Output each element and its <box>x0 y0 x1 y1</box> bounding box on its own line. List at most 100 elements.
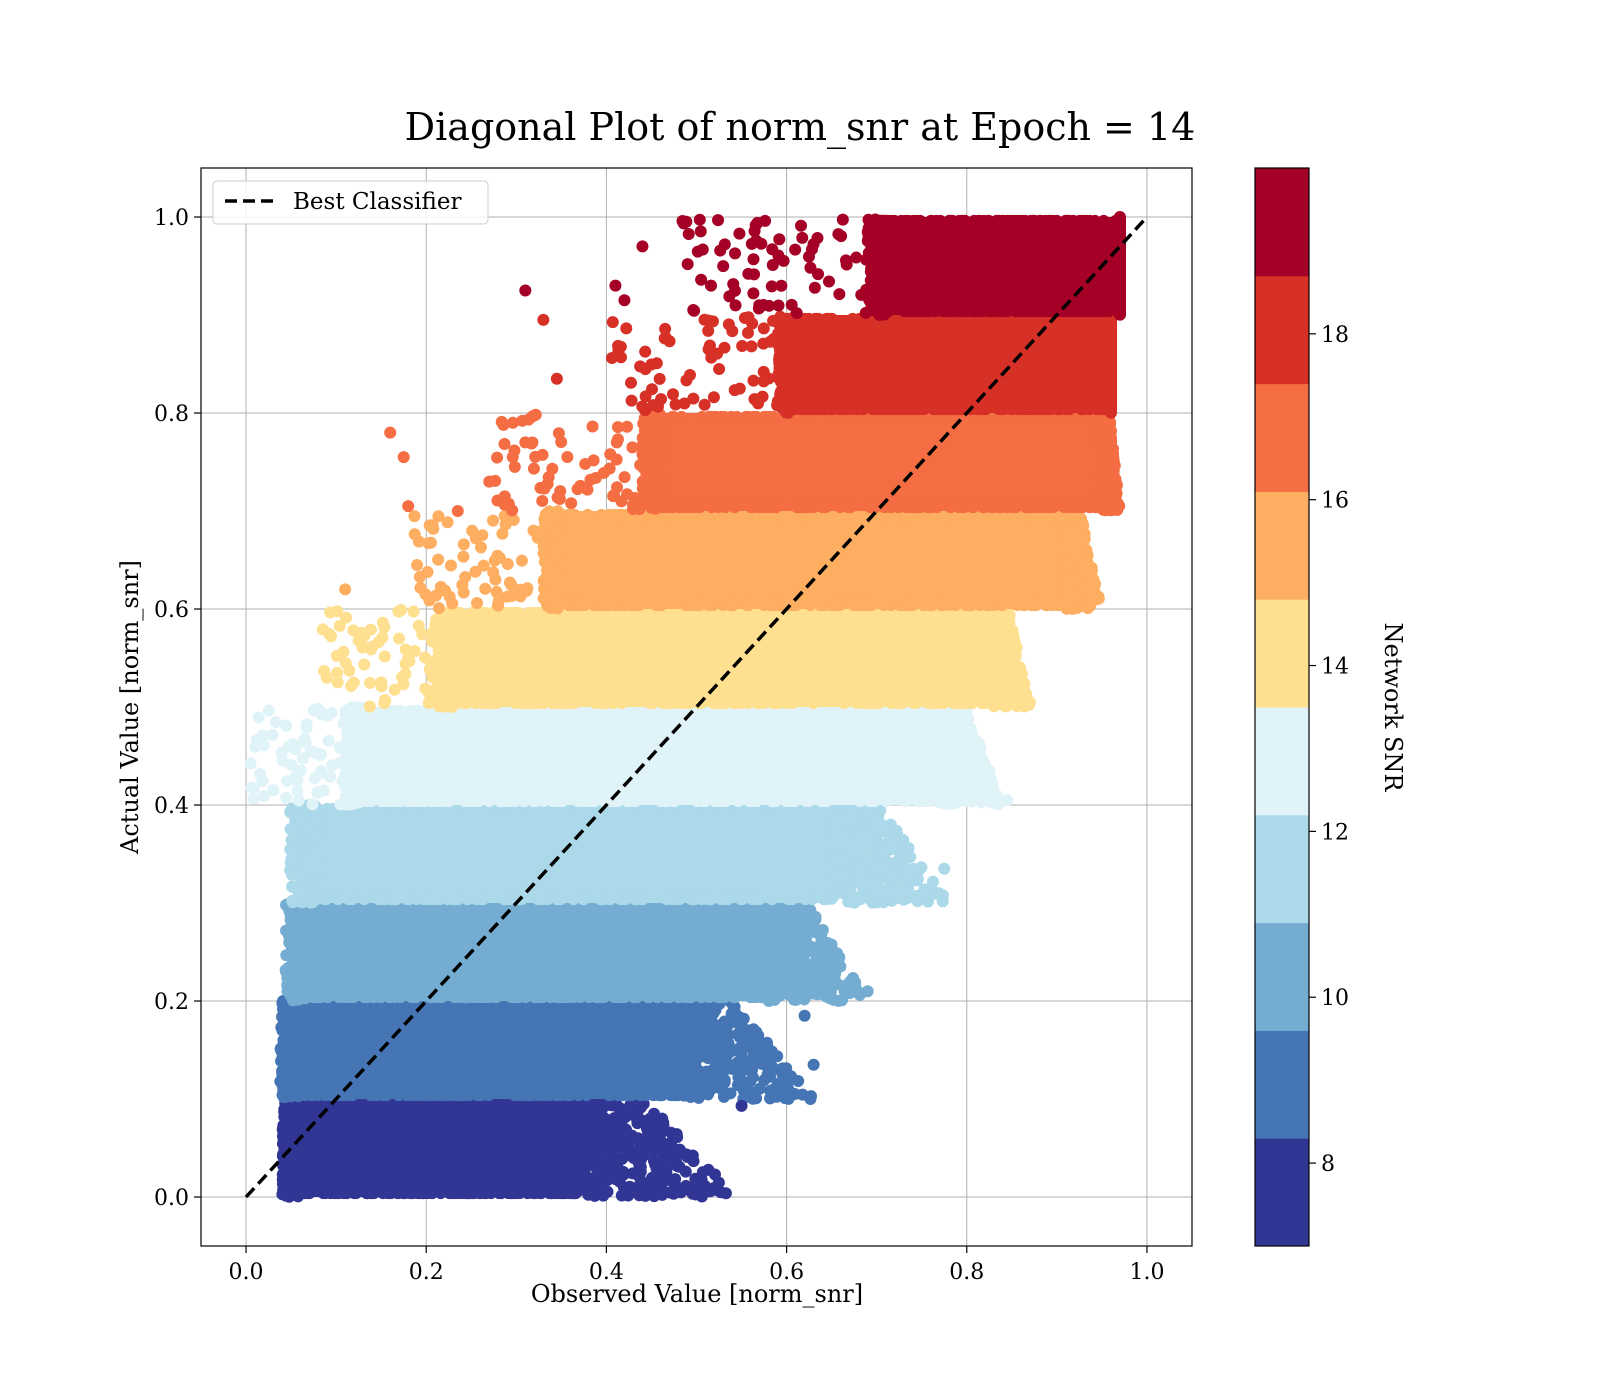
scatter-point <box>596 893 609 906</box>
scatter-point <box>673 991 686 1004</box>
scatter-point <box>732 795 745 808</box>
scatter-point <box>799 991 812 1004</box>
scatter-point <box>342 893 355 906</box>
scatter-point <box>844 805 857 818</box>
scatter-point <box>416 628 429 641</box>
scatter-point <box>501 795 514 808</box>
scatter-point <box>833 872 846 885</box>
scatter-point <box>953 760 966 773</box>
scatter-point <box>670 1128 683 1141</box>
scatter-point <box>627 991 640 1004</box>
scatter-point <box>718 795 731 808</box>
scatter-point <box>311 991 324 1004</box>
scatter-point <box>989 661 1002 674</box>
scatter-point <box>966 697 979 710</box>
scatter-points <box>244 211 1126 1203</box>
scatter-point <box>393 632 406 645</box>
scatter-point <box>712 1176 725 1189</box>
scatter-point <box>506 1187 519 1200</box>
scatter-point <box>529 991 542 1004</box>
scatter-point <box>435 991 448 1004</box>
scatter-point <box>800 795 813 808</box>
scatter-point <box>402 893 415 906</box>
scatter-band-7 <box>408 505 1105 615</box>
scatter-point <box>278 1061 291 1074</box>
scatter-point <box>573 1177 586 1190</box>
scatter-point <box>416 1187 429 1200</box>
scatter-point <box>294 764 307 777</box>
scatter-point <box>773 990 786 1003</box>
scatter-point <box>281 775 294 788</box>
scatter-point <box>513 991 526 1004</box>
scatter-point <box>880 795 893 808</box>
scatter-point <box>823 992 836 1005</box>
scatter-point <box>447 893 460 906</box>
scatter-point <box>376 1187 389 1200</box>
scatter-point <box>712 1037 725 1050</box>
scatter-point <box>603 1089 616 1102</box>
scatter-point <box>719 1015 732 1028</box>
scatter-point <box>281 1038 294 1051</box>
scatter-point <box>804 1090 817 1103</box>
scatter-point <box>396 671 409 684</box>
scatter-point <box>921 795 934 808</box>
scatter-point <box>786 795 799 808</box>
scatter-point <box>392 605 405 618</box>
scatter-point <box>692 1091 705 1104</box>
scatter-point <box>689 1024 702 1037</box>
scatter-point <box>692 1045 705 1058</box>
scatter-point <box>994 639 1007 652</box>
scatter-point <box>1010 700 1023 713</box>
scatter-point <box>527 1187 540 1200</box>
scatter-band-1 <box>276 1093 732 1203</box>
scatter-point <box>423 893 436 906</box>
scatter-point <box>539 1089 552 1102</box>
scatter-point <box>493 1187 506 1200</box>
scatter-point <box>354 795 367 808</box>
scatter-point <box>684 1151 697 1164</box>
scatter-point <box>938 758 951 771</box>
scatter-point <box>312 786 325 799</box>
scatter-point <box>949 697 962 710</box>
scatter-point <box>347 991 360 1004</box>
scatter-point <box>280 1122 293 1135</box>
scatter-point <box>699 1016 712 1029</box>
scatter-point <box>589 991 602 1004</box>
scatter-point <box>618 893 631 906</box>
scatter-point <box>746 1054 759 1067</box>
scatter-point <box>890 876 903 889</box>
scatter-point <box>802 918 815 931</box>
scatter-point <box>592 1171 605 1184</box>
scatter-point <box>256 774 269 787</box>
scatter-point <box>379 1089 392 1102</box>
scatter-point <box>555 795 568 808</box>
scatter-point <box>586 1184 599 1197</box>
scatter-point <box>281 967 294 980</box>
scatter-point <box>321 709 334 722</box>
scatter-point <box>573 1168 586 1181</box>
scatter-point <box>426 626 439 639</box>
scatter-point <box>683 1070 696 1083</box>
scatter-point <box>315 766 328 779</box>
scatter-point <box>527 606 540 619</box>
scatter-point <box>262 704 275 717</box>
scatter-point <box>773 697 786 710</box>
scatter-point <box>358 893 371 906</box>
scatter-point <box>356 734 369 747</box>
scatter-point <box>954 713 967 726</box>
scatter-point <box>891 828 904 841</box>
scatter-point <box>437 623 450 636</box>
scatter-point <box>743 795 756 808</box>
scatter-point <box>281 979 294 992</box>
scatter-point <box>498 1096 511 1109</box>
chart-title: Diagonal Plot of norm_snr at Epoch = 14 <box>405 105 1196 150</box>
scatter-point <box>688 893 701 906</box>
scatter-point <box>928 697 941 710</box>
scatter-point <box>629 1104 642 1117</box>
scatter-point <box>673 1078 686 1091</box>
scatter-point <box>757 1057 770 1070</box>
scatter-point <box>734 1067 747 1080</box>
scatter-point <box>515 697 528 710</box>
scatter-point <box>815 795 828 808</box>
scatter-point <box>704 1006 717 1019</box>
